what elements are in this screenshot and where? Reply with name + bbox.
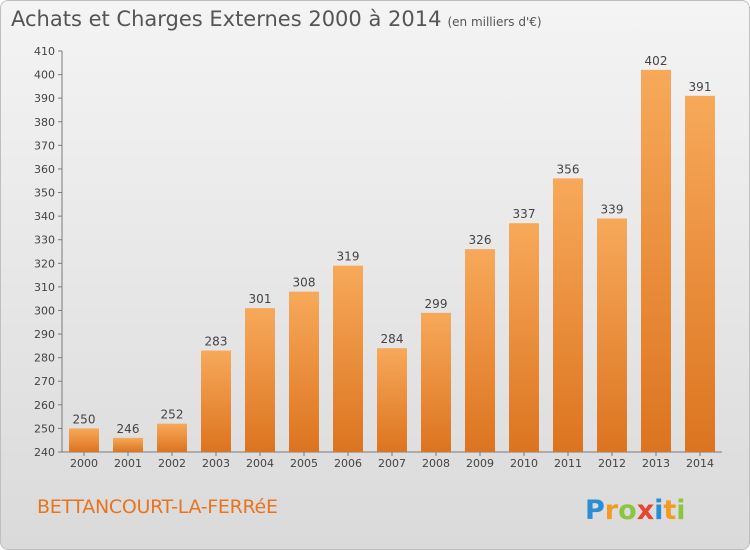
y-tick-label: 260 (34, 399, 55, 412)
x-tick-label: 2013 (642, 457, 670, 470)
commune-name: BETTANCOURT-LA-FERRéE (37, 496, 278, 518)
bar (333, 265, 363, 452)
y-tick-label: 310 (34, 281, 55, 294)
x-tick-label: 2000 (70, 457, 98, 470)
bar-value-label: 246 (117, 422, 140, 436)
y-tick-label: 380 (34, 116, 55, 129)
y-tick-label: 270 (34, 375, 55, 388)
bar (421, 312, 451, 452)
plot-area: 240 250 260 270 280 290 300 310 320 330 340 350 360 3… (34, 45, 722, 470)
bar-value-label: 250 (73, 412, 96, 426)
bar (641, 69, 671, 452)
bar-value-label: 391 (689, 80, 712, 94)
y-tick-label: 370 (34, 139, 55, 152)
bar (465, 249, 495, 452)
y-tick-label: 390 (34, 92, 55, 105)
x-tick-label: 2007 (378, 457, 406, 470)
bar-value-label: 252 (161, 408, 184, 422)
proxiti-logo: Proxiti (585, 495, 686, 526)
y-tick-label: 300 (34, 304, 55, 317)
bar-value-label: 337 (513, 207, 536, 221)
bar-value-label: 308 (293, 276, 316, 290)
y-tick-label: 360 (34, 163, 55, 176)
x-tick-label: 2002 (158, 457, 186, 470)
bar-value-label: 356 (557, 162, 580, 176)
bar-value-label: 326 (469, 233, 492, 247)
bar-value-label: 402 (645, 54, 668, 68)
bar (377, 348, 407, 452)
chart-title: Achats et Charges Externes 2000 à 2014 (e… (11, 7, 542, 31)
y-tick-label: 280 (34, 352, 55, 365)
bar (157, 423, 187, 452)
x-tick-label: 2004 (246, 457, 274, 470)
y-tick-label: 320 (34, 257, 55, 270)
x-tick-label: 2014 (686, 457, 714, 470)
y-tick-label: 290 (34, 328, 55, 341)
bar (597, 218, 627, 452)
title-text: Achats et Charges Externes 2000 à 2014 (11, 7, 442, 31)
x-tick-label: 2005 (290, 457, 318, 470)
bar (69, 428, 99, 452)
x-tick-label: 2009 (466, 457, 494, 470)
bar-value-label: 284 (381, 332, 404, 346)
bar-value-label: 283 (205, 335, 228, 349)
y-tick-label: 330 (34, 234, 55, 247)
bar-chart: 240 250 260 270 280 290 300 310 320 330 340 350 360 3… (34, 45, 722, 470)
y-tick-label: 350 (34, 187, 55, 200)
x-tick-label: 2012 (598, 457, 626, 470)
bar (289, 291, 319, 452)
bar (553, 178, 583, 452)
x-tick-label: 2001 (114, 457, 142, 470)
bar-value-label: 319 (337, 250, 360, 264)
chart-subtitle: (en milliers d'€) (447, 15, 542, 29)
x-tick-label: 2008 (422, 457, 450, 470)
bar (685, 95, 715, 452)
bar (201, 350, 231, 452)
y-tick-label: 410 (34, 45, 55, 58)
bar-value-label: 339 (601, 202, 624, 216)
x-tick-label: 2011 (554, 457, 582, 470)
bar (113, 437, 143, 452)
x-tick-label: 2010 (510, 457, 538, 470)
x-tick-label: 2003 (202, 457, 230, 470)
svg-text:Proxiti: Proxiti (585, 495, 686, 526)
bar-value-label: 299 (425, 297, 448, 311)
bar-value-label: 301 (249, 292, 272, 306)
y-tick-label: 250 (34, 422, 55, 435)
x-tick-label: 2006 (334, 457, 362, 470)
bar (245, 308, 275, 452)
bar (509, 223, 539, 452)
y-tick-label: 340 (34, 210, 55, 223)
y-tick-label: 400 (34, 69, 55, 82)
y-tick-label: 240 (34, 446, 55, 459)
